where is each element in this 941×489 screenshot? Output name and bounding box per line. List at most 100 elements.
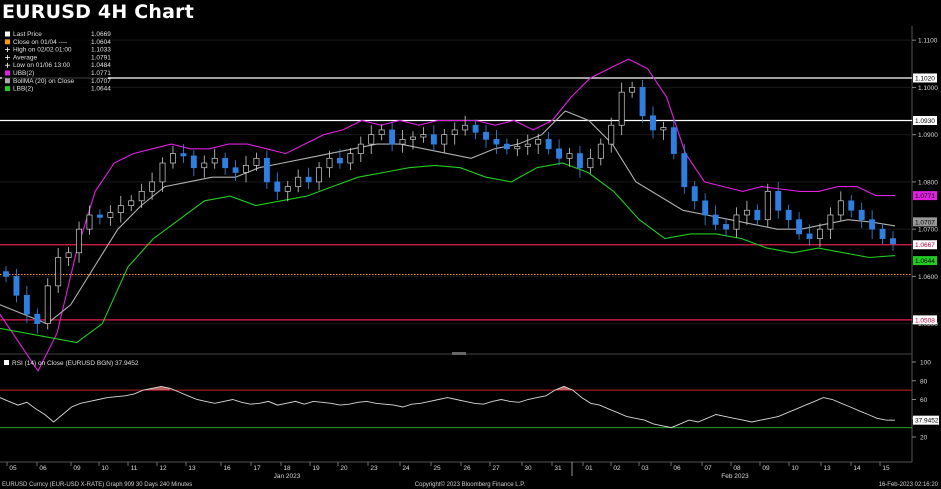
- candle: [180, 144, 187, 164]
- candle: [576, 146, 583, 178]
- price-tag-label: 1.1020: [915, 75, 935, 82]
- x-tick-label: 18: [283, 465, 291, 472]
- candle-body: [775, 191, 782, 211]
- candle: [879, 223, 886, 245]
- candle: [493, 129, 500, 155]
- legend-entry: BollMA (20) on Close 1.0707: [5, 78, 111, 85]
- x-tick-label: 11: [131, 465, 138, 472]
- x-tick-label: 23: [370, 465, 378, 472]
- candle: [483, 124, 489, 148]
- middle-band-line: [0, 110, 896, 325]
- candle-body: [545, 139, 552, 150]
- x-tick-label: 19: [312, 465, 320, 472]
- candle-body: [180, 153, 187, 157]
- footer-security: EURUSD Curncy (EUR-USD X-RATE) Graph 909…: [2, 482, 192, 488]
- candle-body: [493, 139, 500, 145]
- candle-body: [410, 136, 416, 140]
- candle-body: [827, 214, 834, 230]
- legend-label: LBB(2): [13, 86, 33, 93]
- x-tick-label: 16: [223, 465, 231, 472]
- candle-body: [138, 191, 145, 202]
- candle-body: [858, 209, 865, 221]
- candle: [691, 180, 698, 210]
- candle-body: [670, 127, 677, 154]
- candle: [326, 150, 333, 178]
- candle: [170, 146, 176, 169]
- legend-entry: High on 02/02 01:00 1.1033: [5, 47, 111, 54]
- candle-body: [128, 200, 135, 206]
- candle: [263, 150, 270, 189]
- candle: [629, 81, 636, 98]
- legend-swatch-icon: [5, 86, 10, 92]
- legend-label: Average: [13, 54, 37, 61]
- candle: [399, 129, 406, 153]
- legend-box: [2, 28, 108, 94]
- panel-divider-handle[interactable]: [452, 352, 466, 355]
- rsi-tick-label: 100: [920, 360, 931, 367]
- candle: [190, 150, 197, 177]
- legend-value: 1.0791: [91, 54, 111, 61]
- candle: [368, 125, 375, 155]
- candle-body: [65, 252, 72, 258]
- candle-body: [629, 87, 636, 93]
- rsi-tag: 37.9452: [913, 415, 939, 425]
- candle: [222, 152, 229, 175]
- candle-body: [107, 212, 114, 218]
- lower-band-line: [0, 162, 896, 344]
- candle-body: [660, 127, 667, 131]
- candle: [410, 131, 416, 150]
- price-tag-bg: [913, 315, 937, 325]
- x-tick-label: 20: [340, 465, 348, 472]
- x-tick-label: 25: [433, 465, 441, 472]
- legend-value: 1.1033: [91, 47, 111, 54]
- candle: [451, 122, 458, 145]
- footer-timestamp: 16-Feb-2023 02:16:20: [879, 482, 939, 488]
- candle: [44, 278, 51, 330]
- candle-body: [399, 139, 406, 145]
- candle: [806, 224, 813, 246]
- candle-body: [190, 155, 197, 169]
- legend-label: Close on 01/04 ----: [13, 39, 67, 46]
- candle: [107, 205, 114, 226]
- candle-body: [566, 153, 573, 159]
- x-tick-label: 13: [823, 465, 831, 472]
- candle-body: [201, 162, 208, 169]
- candle-body: [837, 200, 844, 216]
- candle: [378, 124, 385, 141]
- candle-body: [357, 143, 364, 154]
- price-axis-ticks: 1.1100 1.1000 1.0900 1.0800 1.0700 1.0600 1.05…: [912, 38, 938, 328]
- candle-body: [503, 143, 510, 150]
- candle-body: [754, 209, 761, 221]
- candle: [858, 202, 865, 229]
- x-tick-label: 06: [673, 465, 681, 472]
- candle: [295, 169, 302, 193]
- legend-swatch-icon: [5, 31, 10, 37]
- price-tick-label: 1.0600: [918, 274, 938, 281]
- x-tick-label: 12: [159, 465, 167, 472]
- candle: [34, 308, 41, 334]
- candlesticks: [3, 79, 896, 334]
- candle-body: [23, 294, 30, 315]
- candle-body: [159, 162, 166, 183]
- candle: [357, 136, 364, 163]
- candle-body: [295, 176, 302, 187]
- candle: [890, 231, 896, 251]
- x-tick-label: 14: [853, 465, 861, 472]
- candle-body: [535, 139, 542, 145]
- candle: [639, 79, 646, 123]
- price-tick-label: 1.0700: [918, 227, 938, 234]
- candle-body: [650, 115, 656, 131]
- candle: [503, 138, 510, 155]
- price-tag-bg: [913, 217, 937, 227]
- price-tick-label: 1.0800: [918, 179, 938, 186]
- candle: [96, 209, 103, 225]
- candle: [305, 167, 312, 189]
- candle: [754, 204, 761, 226]
- candle: [681, 144, 688, 194]
- price-tag-label: 1.0771: [915, 193, 935, 200]
- candle: [660, 121, 667, 140]
- candle: [243, 155, 249, 183]
- price-tag-bg: [913, 115, 937, 125]
- candle-body: [462, 124, 469, 131]
